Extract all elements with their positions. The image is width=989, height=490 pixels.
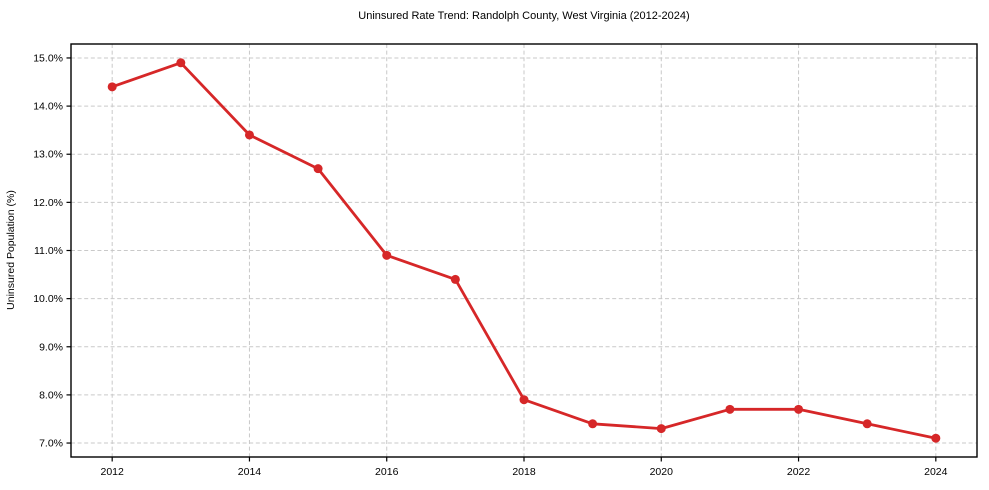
y-tick-label: 11.0%: [34, 245, 63, 257]
y-tick-label: 15.0%: [33, 52, 63, 64]
data-point: [657, 424, 666, 433]
data-point: [176, 58, 185, 67]
y-tick-label: 12.0%: [33, 197, 63, 209]
y-tick-label: 14.0%: [33, 101, 63, 113]
data-point: [794, 405, 803, 414]
y-tick-label: 13.0%: [33, 149, 63, 161]
data-point: [863, 419, 872, 428]
data-point: [382, 251, 391, 260]
x-tick-label: 2014: [238, 466, 262, 478]
x-tick-label: 2020: [650, 466, 674, 478]
data-point: [451, 275, 460, 284]
x-tick-label: 2012: [101, 466, 125, 478]
x-tick-label: 2024: [924, 466, 948, 478]
line-chart: 7.0% 8.0% 9.0% 10.0% 11.0% 12.0% 13.0% 14.0% 15.…: [0, 0, 989, 490]
y-tick-label: 10.0%: [33, 293, 63, 305]
data-point: [245, 130, 254, 139]
data-point: [725, 405, 734, 414]
y-tick-label: 7.0%: [39, 438, 63, 450]
x-tick-label: 2018: [512, 466, 536, 478]
data-point: [314, 164, 323, 173]
data-point: [108, 82, 117, 91]
data-point: [588, 419, 597, 428]
chart-figure: Uninsured Rate Trend: Randolph County, W…: [0, 0, 989, 490]
y-tick-label: 8.0%: [39, 389, 63, 401]
x-tick-label: 2016: [375, 466, 399, 478]
x-tick-label: 2022: [787, 466, 811, 478]
y-tick-label: 9.0%: [39, 341, 63, 353]
data-point: [520, 395, 529, 404]
data-point: [931, 434, 940, 443]
